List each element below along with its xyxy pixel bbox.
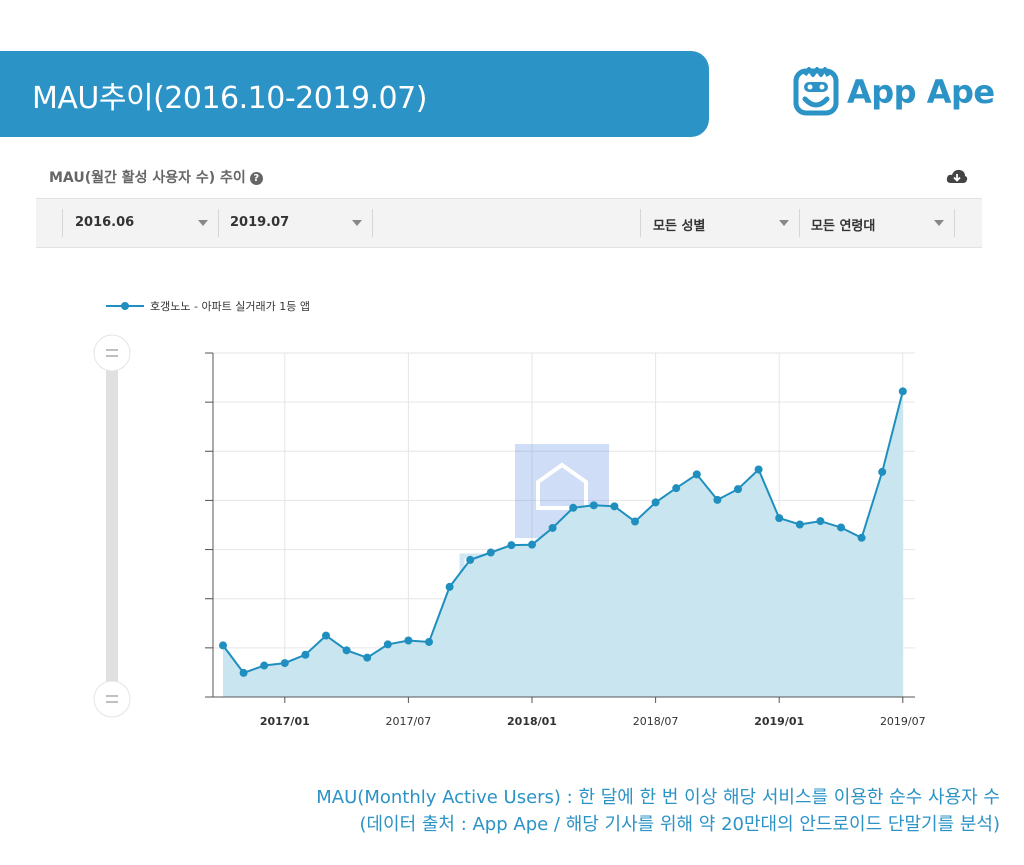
x-tick-label: 2018/01 xyxy=(507,715,557,728)
data-point-2018.11[interactable] xyxy=(734,485,742,494)
range-slider[interactable] xyxy=(93,334,131,718)
data-point-2018.12[interactable] xyxy=(754,465,763,474)
data-point-2017.08[interactable] xyxy=(425,637,433,646)
data-point-2016.12[interactable] xyxy=(260,661,269,670)
chevron-down-icon xyxy=(198,220,208,226)
data-point-2019.07[interactable] xyxy=(898,387,907,396)
section-title-text: MAU(월간 활성 사용자 수) 추이 xyxy=(49,170,246,186)
brand-name: App Ape xyxy=(847,73,995,111)
data-point-2017.06[interactable] xyxy=(383,640,392,649)
data-point-2018.08[interactable] xyxy=(672,484,681,493)
monkey-logo-icon xyxy=(793,67,839,116)
data-point-2019.05[interactable] xyxy=(857,533,866,542)
data-point-2018.10[interactable] xyxy=(713,495,722,504)
data-point-2017.04[interactable] xyxy=(342,646,351,655)
mau-chart: 호갱노노 - 아파트 실거래가 1등 앱 App Ape 2017/012017… xyxy=(93,300,926,728)
data-point-2018.01[interactable] xyxy=(528,540,536,549)
series-points xyxy=(219,387,907,677)
footnote-line-1: MAU(Monthly Active Users) : 한 달에 한 번 이상 … xyxy=(316,787,1000,808)
question-circle-icon[interactable]: ? xyxy=(249,171,263,185)
slider-handle-bottom[interactable] xyxy=(93,680,131,718)
legend-marker xyxy=(121,302,129,310)
title-banner: MAU추이(2016.10-2019.07) xyxy=(0,51,709,137)
x-tick-label: 2017/01 xyxy=(260,715,310,728)
data-point-2017.05[interactable] xyxy=(363,653,372,662)
data-point-2018.09[interactable] xyxy=(692,470,701,479)
data-point-2019.03[interactable] xyxy=(816,517,825,526)
data-point-2019.01[interactable] xyxy=(775,514,784,523)
data-point-2017.03[interactable] xyxy=(322,631,330,640)
cloud-download-icon[interactable] xyxy=(946,168,968,186)
legend-label: 호갱노노 - 아파트 실거래가 1등 앱 xyxy=(150,300,310,313)
data-point-2017.07[interactable] xyxy=(404,636,413,645)
app-ape-logo: App Ape xyxy=(793,64,995,120)
start-date-select[interactable]: 2016.06 xyxy=(62,209,219,237)
data-point-2018.06[interactable] xyxy=(631,517,639,526)
start-date-value: 2016.06 xyxy=(75,215,135,230)
slider-handle-top[interactable] xyxy=(93,334,131,372)
footnote: MAU(Monthly Active Users) : 한 달에 한 번 이상 … xyxy=(316,784,1000,838)
chevron-down-icon xyxy=(352,220,362,226)
footnote-line-2: (데이터 출처 : App Ape / 해당 기사를 위해 약 20만대의 안드… xyxy=(359,814,1000,835)
x-tick-label: 2019/07 xyxy=(880,715,926,728)
legend: 호갱노노 - 아파트 실거래가 1등 앱 xyxy=(106,300,310,313)
data-point-2017.02[interactable] xyxy=(301,650,310,659)
page-title: MAU추이(2016.10-2019.07) xyxy=(32,81,427,116)
x-tick-label: 2018/07 xyxy=(633,715,679,728)
data-point-2018.07[interactable] xyxy=(651,498,660,507)
gender-value: 모든 성별 xyxy=(653,219,706,234)
chevron-down-icon xyxy=(779,220,789,226)
data-point-2016.10[interactable] xyxy=(219,641,227,650)
x-tick-label: 2017/07 xyxy=(386,715,432,728)
data-point-2017.10[interactable] xyxy=(466,555,475,564)
end-date-value: 2019.07 xyxy=(230,215,290,230)
data-point-2019.04[interactable] xyxy=(837,523,845,532)
chevron-down-icon xyxy=(934,220,944,226)
gender-select[interactable]: 모든 성별 xyxy=(640,209,800,237)
data-point-2018.03[interactable] xyxy=(569,503,578,512)
section-title: MAU(월간 활성 사용자 수) 추이? xyxy=(49,167,263,187)
data-point-2017.11[interactable] xyxy=(486,548,495,557)
data-point-2016.11[interactable] xyxy=(239,668,248,677)
x-tick-label: 2019/01 xyxy=(754,715,804,728)
x-axis: 2017/01 2017/07 2018/01 2018/07 2019/01 2019/… xyxy=(205,696,926,728)
filter-bar: 2016.06 2019.07 모든 성별 모든 연령대 xyxy=(36,198,982,248)
age-value: 모든 연령대 xyxy=(811,219,876,234)
age-select[interactable]: 모든 연령대 xyxy=(799,209,955,237)
end-date-select[interactable]: 2019.07 xyxy=(218,209,373,237)
series-area xyxy=(223,391,903,697)
data-point-2018.04[interactable] xyxy=(589,501,598,510)
data-point-2017.12[interactable] xyxy=(507,541,516,550)
data-point-2018.05[interactable] xyxy=(610,502,619,511)
data-point-2019.06[interactable] xyxy=(878,467,887,476)
data-point-2019.02[interactable] xyxy=(795,520,804,529)
slider-track[interactable] xyxy=(106,354,118,700)
series-line xyxy=(222,391,904,675)
data-point-2017.09[interactable] xyxy=(445,582,454,591)
data-point-2018.02[interactable] xyxy=(548,523,557,532)
data-point-2017.01[interactable] xyxy=(280,659,289,668)
